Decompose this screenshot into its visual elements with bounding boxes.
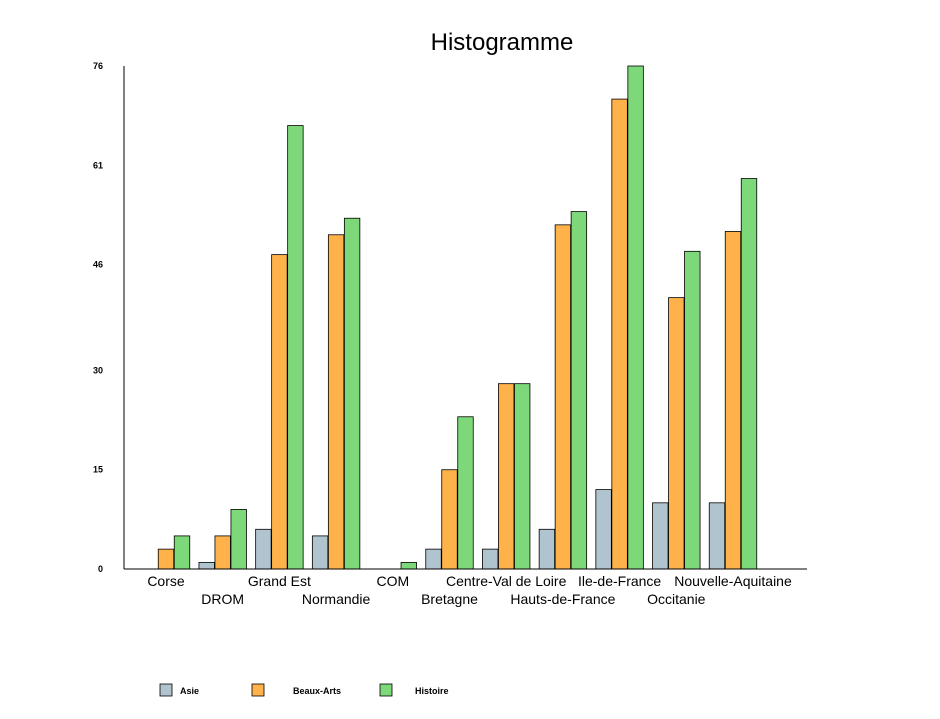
legend: Asie Beaux-Arts Histoire	[159, 683, 449, 697]
bar-asie-1	[198, 561, 215, 570]
legend-label: Beaux-Arts	[293, 686, 341, 696]
x-tick-label: COM	[376, 573, 409, 589]
bar-histoire-2	[287, 125, 304, 570]
bars-group	[157, 65, 758, 570]
bar-beaux-arts-7	[554, 224, 572, 570]
bar-asie-5	[425, 548, 442, 570]
bar-histoire-0	[173, 535, 191, 570]
x-tick-label: Occitanie	[647, 591, 706, 607]
bar-histoire-1	[230, 509, 247, 570]
bar-histoire-5	[457, 416, 474, 570]
y-tick-label: 30	[93, 365, 103, 375]
x-tick-label: Nouvelle-Aquitaine	[674, 573, 792, 589]
bar-beaux-arts-1	[214, 535, 231, 570]
y-axis: 0 15 30 46 61 76	[93, 61, 103, 574]
legend-label: Asie	[180, 686, 199, 696]
legend-item-beaux-arts: Beaux-Arts	[251, 683, 341, 697]
x-tick-label: Grand Est	[248, 573, 311, 589]
bar-histoire-9	[684, 250, 701, 570]
x-tick-label: Bretagne	[421, 591, 478, 607]
bar-histoire-8	[627, 65, 644, 570]
bar-asie-9	[652, 502, 669, 570]
bar-histoire-3	[343, 217, 361, 570]
x-tick-label: Hauts-de-France	[510, 591, 615, 607]
y-tick-label: 76	[93, 61, 103, 71]
legend-item-asie: Asie	[159, 683, 199, 697]
bar-beaux-arts-6	[498, 383, 515, 570]
bar-histoire-10	[740, 178, 758, 570]
legend-swatch	[159, 683, 173, 697]
legend-item-histoire: Histoire	[379, 683, 449, 697]
x-tick-label: Corse	[147, 573, 185, 589]
y-tick-label: 0	[98, 564, 103, 574]
x-tick-label: Centre-Val de Loire	[446, 573, 567, 589]
bar-beaux-arts-2	[271, 254, 288, 570]
bar-asie-2	[255, 528, 272, 570]
legend-label: Histoire	[415, 686, 449, 696]
bar-beaux-arts-5	[441, 469, 458, 570]
y-tick-label: 15	[93, 465, 103, 475]
y-tick-label: 61	[93, 160, 103, 170]
bar-beaux-arts-8	[611, 98, 628, 570]
bar-asie-3	[311, 535, 329, 570]
legend-swatch	[251, 683, 265, 697]
x-tick-label: DROM	[201, 591, 244, 607]
bar-histoire-4	[400, 561, 417, 570]
bar-asie-10	[708, 502, 726, 570]
x-tick-label: Normandie	[302, 591, 371, 607]
y-tick-label: 46	[93, 260, 103, 270]
bar-beaux-arts-9	[668, 297, 685, 570]
bar-asie-7	[538, 528, 556, 570]
chart-title: Histogramme	[431, 29, 574, 56]
bar-beaux-arts-0	[157, 548, 175, 570]
bar-asie-6	[482, 548, 499, 570]
bar-histoire-7	[570, 211, 588, 570]
bar-beaux-arts-10	[724, 231, 742, 570]
x-tick-label: Ile-de-France	[578, 573, 661, 589]
bar-asie-8	[595, 489, 612, 570]
bar-beaux-arts-3	[327, 234, 345, 570]
legend-swatch	[379, 683, 393, 697]
bar-histoire-6	[514, 383, 531, 570]
